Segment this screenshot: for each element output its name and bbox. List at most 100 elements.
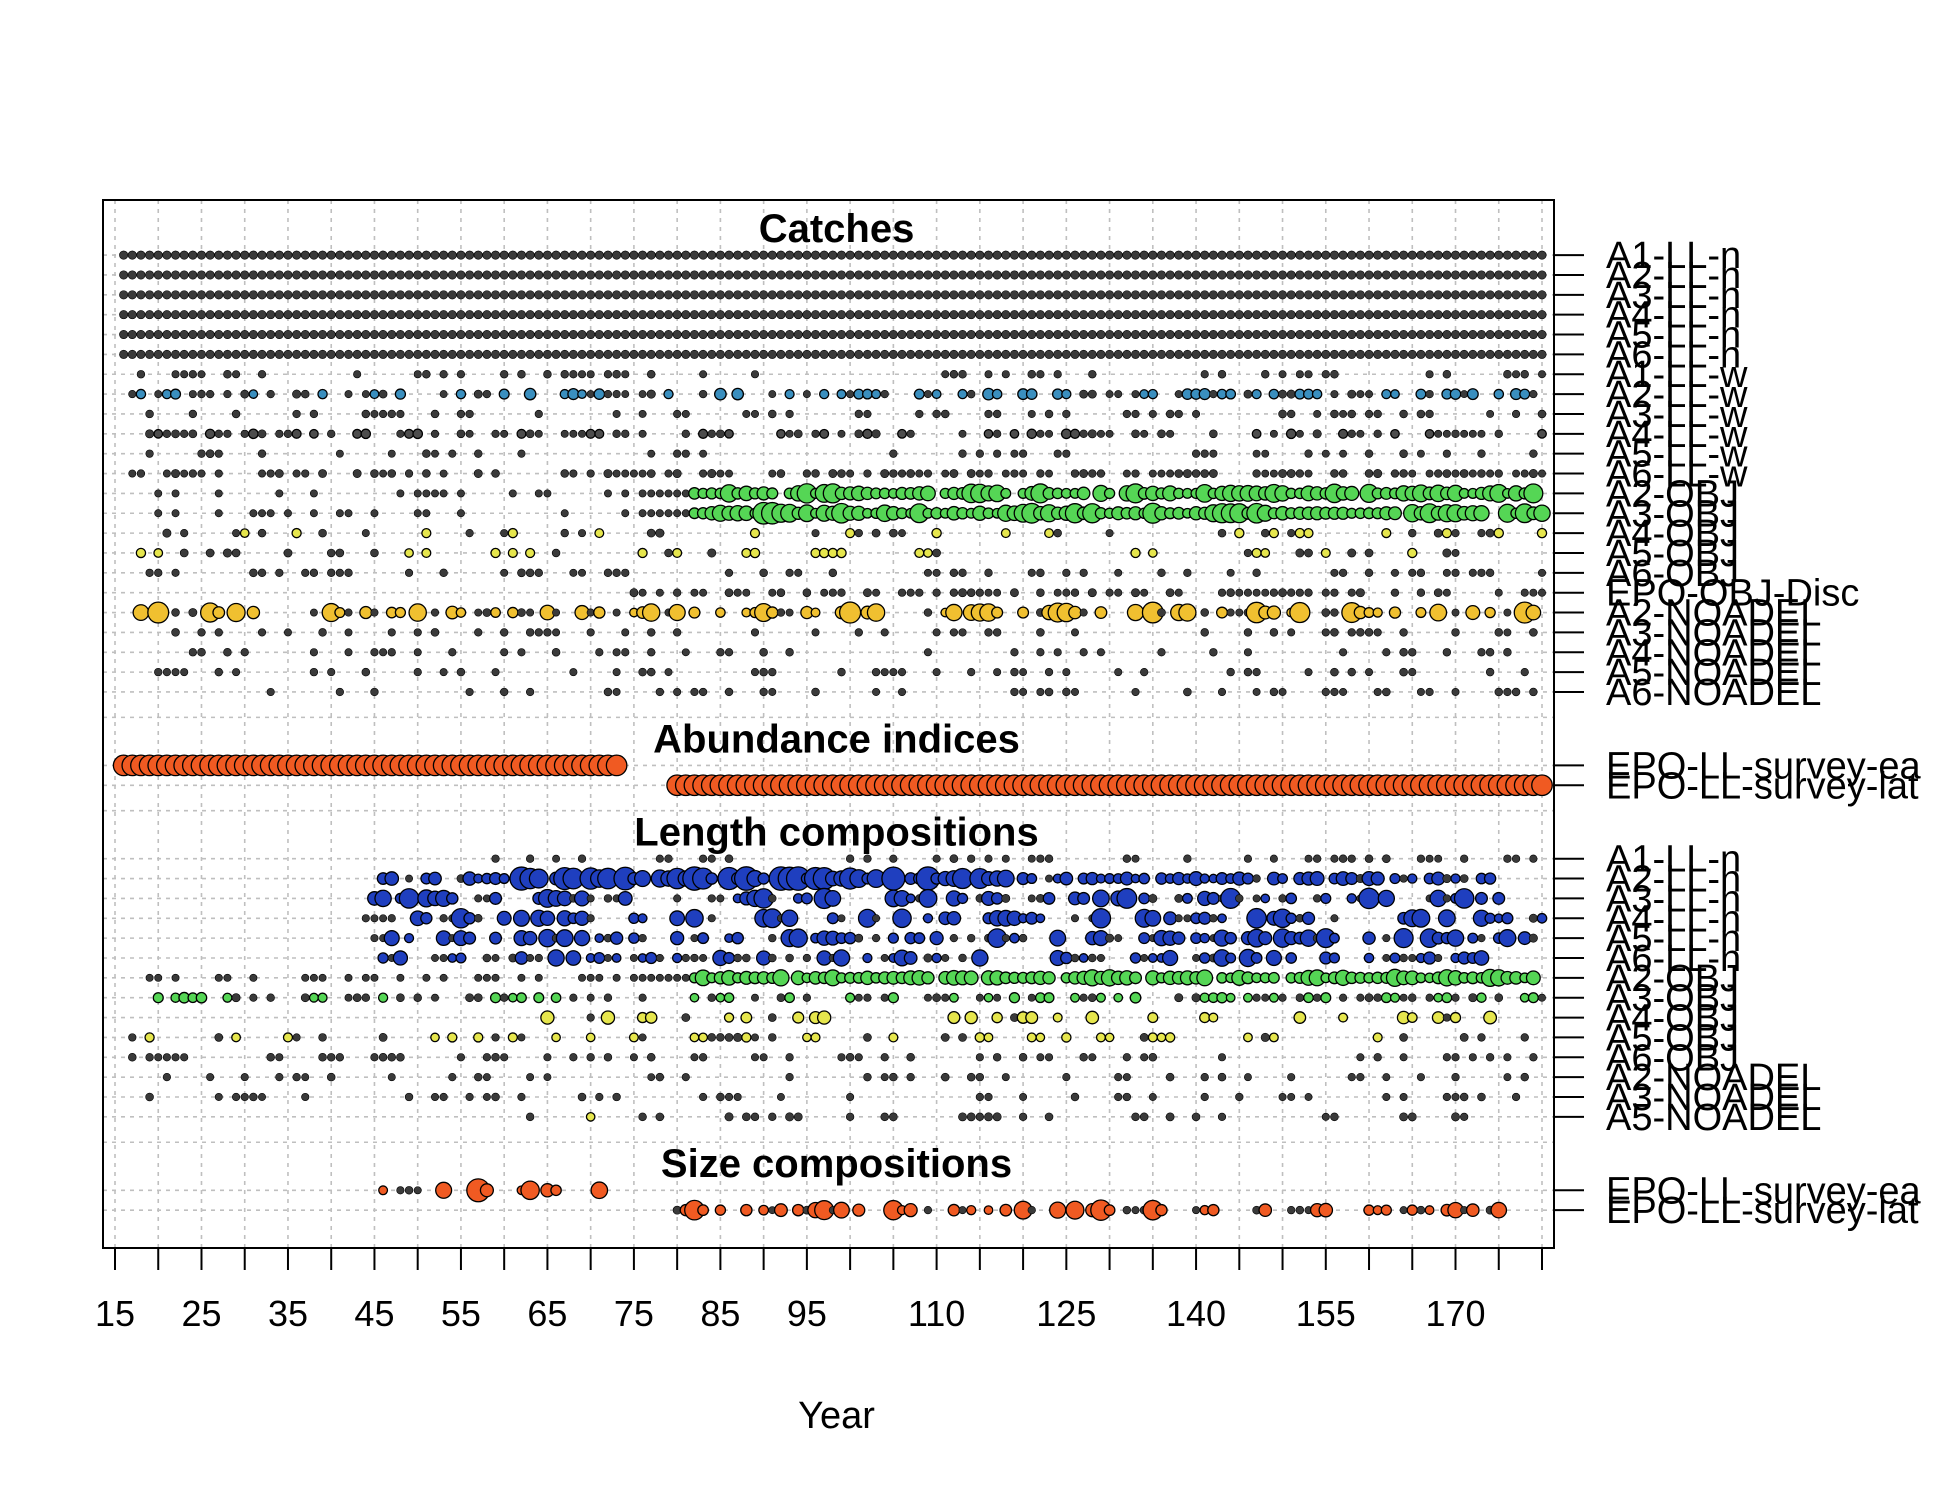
- data-point: [421, 330, 431, 340]
- data-point: [646, 290, 656, 300]
- data-point: [420, 912, 433, 925]
- row-label: A5-LL-w: [1606, 434, 1748, 476]
- data-point: [205, 310, 215, 320]
- data-point: [776, 310, 786, 320]
- data-point: [1122, 1205, 1132, 1215]
- data-point: [370, 687, 379, 697]
- data-point: [784, 992, 795, 1004]
- data-point: [327, 429, 336, 439]
- data-point: [707, 310, 717, 320]
- data-point: [655, 973, 664, 982]
- data-point: [1103, 1204, 1116, 1217]
- data-point: [956, 892, 969, 905]
- data-point: [594, 428, 605, 439]
- data-point: [482, 270, 492, 280]
- data-point: [1390, 349, 1400, 359]
- data-point: [603, 290, 613, 300]
- data-point: [1451, 290, 1461, 300]
- data-point: [431, 489, 439, 498]
- data-point: [266, 469, 275, 478]
- data-point: [145, 429, 155, 439]
- data-point: [1451, 429, 1460, 439]
- data-point: [465, 310, 475, 320]
- data-point: [1070, 1092, 1080, 1102]
- data-point: [491, 330, 501, 340]
- data-point: [832, 949, 851, 967]
- data-point: [171, 973, 180, 982]
- data-point: [404, 330, 414, 340]
- data-point: [1364, 290, 1374, 300]
- data-point: [1511, 349, 1521, 359]
- data-point: [542, 250, 552, 260]
- data-point: [854, 349, 864, 359]
- data-point: [785, 310, 795, 320]
- data-point: [1451, 1092, 1460, 1102]
- data-point: [1442, 250, 1452, 260]
- data-point: [439, 349, 449, 359]
- data-point: [489, 931, 503, 945]
- data-point: [854, 409, 863, 419]
- data-point: [439, 270, 449, 280]
- data-point: [1339, 648, 1348, 657]
- data-point: [1303, 290, 1313, 300]
- data-point: [603, 954, 612, 962]
- data-point: [223, 429, 232, 438]
- data-point: [768, 667, 777, 677]
- data-point: [984, 628, 993, 637]
- data-point: [880, 270, 890, 280]
- data-point: [603, 469, 613, 479]
- data-point: [1373, 429, 1382, 438]
- data-point: [568, 330, 578, 340]
- data-point: [629, 270, 639, 280]
- data-point: [499, 349, 509, 359]
- data-point: [1001, 290, 1011, 300]
- data-point: [742, 409, 751, 418]
- data-point: [370, 469, 379, 478]
- data-point: [880, 469, 890, 479]
- data-point: [1122, 1053, 1131, 1062]
- data-point: [231, 310, 241, 320]
- data-point: [361, 529, 370, 538]
- data-point: [690, 588, 699, 597]
- data-point: [1442, 1092, 1452, 1102]
- data-point: [646, 250, 656, 260]
- data-point: [975, 1053, 984, 1062]
- data-point: [1088, 953, 1097, 963]
- data-point: [612, 369, 621, 379]
- data-point: [629, 469, 638, 478]
- data-point: [996, 869, 1015, 888]
- data-point: [759, 330, 769, 340]
- data-point: [993, 588, 1002, 597]
- data-point: [1399, 290, 1409, 300]
- data-point: [922, 913, 934, 924]
- data-point: [836, 290, 846, 300]
- data-point: [1373, 409, 1382, 419]
- data-point: [395, 349, 405, 359]
- data-point: [488, 891, 503, 905]
- data-point: [595, 1092, 604, 1102]
- data-point: [318, 270, 328, 280]
- data-point: [906, 330, 916, 340]
- data-point: [145, 310, 155, 320]
- data-point: [889, 1112, 898, 1122]
- data-point: [1451, 608, 1460, 617]
- data-point: [1399, 349, 1409, 359]
- data-point: [1485, 1053, 1495, 1062]
- data-point: [525, 568, 535, 578]
- data-point: [647, 489, 656, 498]
- data-point: [819, 428, 830, 439]
- data-point: [698, 270, 708, 280]
- data-point: [1053, 290, 1063, 300]
- data-point: [309, 509, 318, 518]
- data-point: [300, 270, 310, 280]
- data-point: [1242, 1032, 1253, 1043]
- data-point: [1260, 290, 1270, 300]
- data-point: [941, 954, 950, 962]
- data-point: [1289, 601, 1311, 624]
- data-point: [413, 668, 422, 677]
- data-point: [1079, 608, 1088, 617]
- data-point: [655, 953, 664, 963]
- data-point: [1278, 310, 1288, 320]
- data-point: [560, 349, 570, 359]
- data-point: [699, 449, 708, 458]
